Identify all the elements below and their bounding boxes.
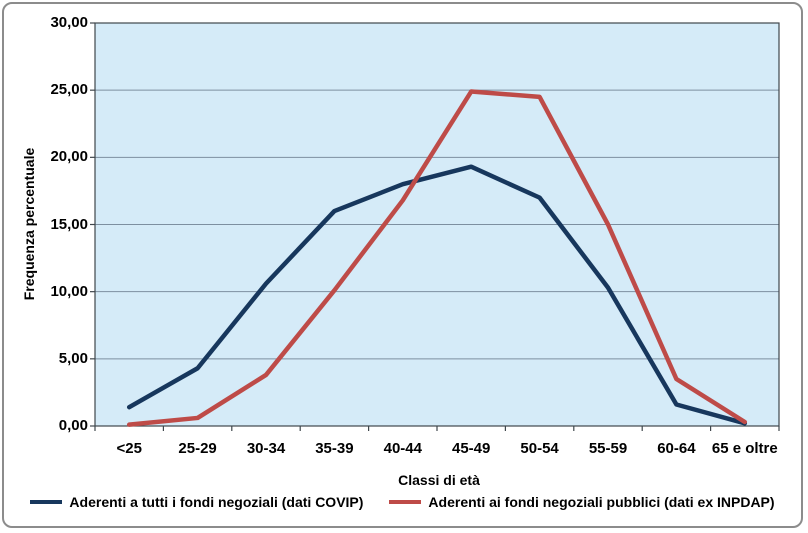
x-category-label: 30-34 bbox=[246, 440, 286, 457]
legend-line-swatch-covip bbox=[30, 500, 63, 504]
x-category-label: <25 bbox=[116, 440, 142, 457]
legend-item-covip: Aderenti a tutti i fondi negoziali (dati… bbox=[30, 494, 363, 510]
x-category-label: 35-39 bbox=[315, 440, 354, 457]
line-chart-canvas bbox=[90, 22, 780, 431]
legend-item-inpdap: Aderenti ai fondi negoziali pubblici (da… bbox=[389, 494, 775, 510]
x-category-label: 40-44 bbox=[383, 440, 422, 457]
legend-label-inpdap: Aderenti ai fondi negoziali pubblici (da… bbox=[428, 494, 775, 510]
legend: Aderenti a tutti i fondi negoziali (dati… bbox=[4, 489, 801, 515]
y-tick-label: 30,00 bbox=[50, 14, 88, 32]
y-tick-label: 5,00 bbox=[58, 349, 88, 367]
series-line-inpdap bbox=[126, 89, 748, 427]
x-category-label: 60-64 bbox=[657, 440, 696, 457]
x-category-label: 65 e oltre bbox=[711, 440, 778, 457]
series-line-covip bbox=[126, 164, 748, 426]
x-category-label: 55-59 bbox=[588, 440, 628, 457]
y-tick-label: 15,00 bbox=[50, 215, 88, 233]
chart-frame: Frequenza percentuale Classi di età 0,00… bbox=[2, 2, 803, 528]
x-axis-title: Classi di età bbox=[398, 472, 480, 488]
x-category-label: 25-29 bbox=[178, 440, 217, 457]
legend-label-covip: Aderenti a tutti i fondi negoziali (dati… bbox=[69, 494, 364, 510]
y-tick-label: 20,00 bbox=[50, 148, 88, 166]
x-category-label: 45-49 bbox=[452, 440, 491, 457]
x-category-label: 50-54 bbox=[520, 440, 559, 457]
legend-line-swatch-inpdap bbox=[389, 500, 422, 504]
y-tick-label: 25,00 bbox=[50, 81, 88, 99]
y-tick-label: 0,00 bbox=[58, 417, 88, 435]
y-tick-label: 10,00 bbox=[50, 282, 88, 300]
